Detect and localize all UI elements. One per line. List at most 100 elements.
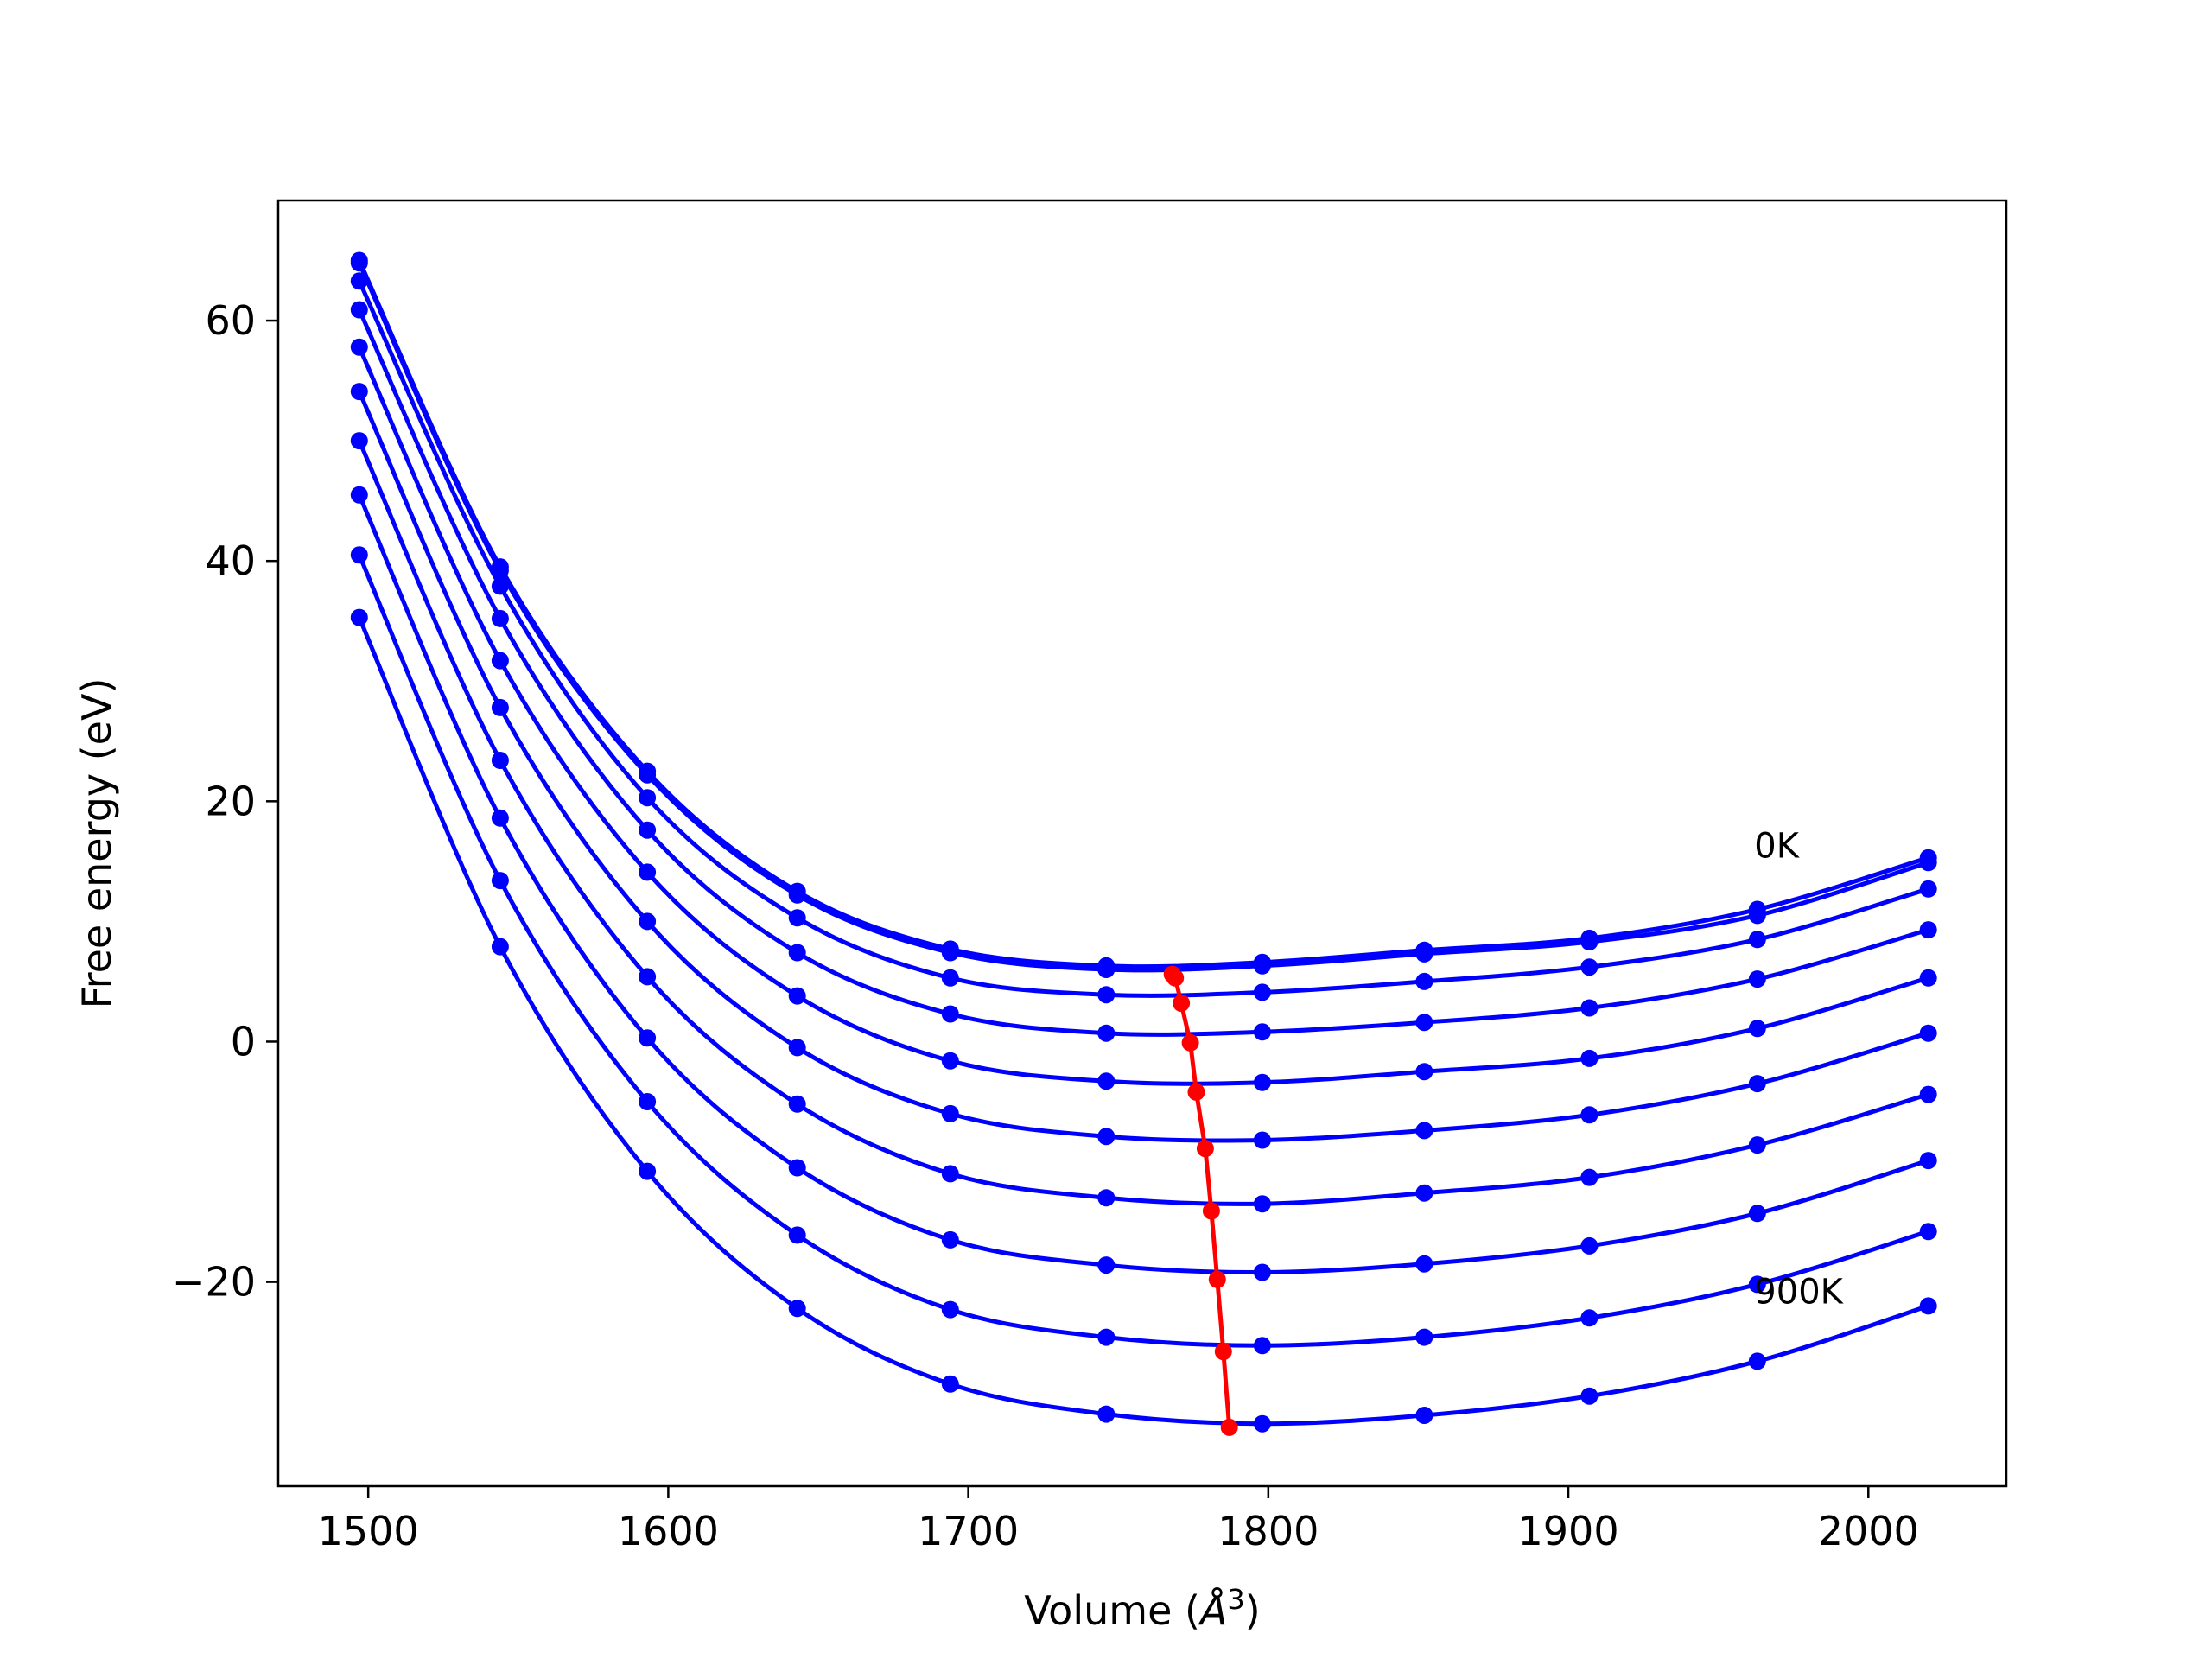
- fit-curve-100K: [357, 262, 1929, 973]
- data-point: [941, 944, 959, 962]
- data-point: [1748, 970, 1766, 988]
- annotation-0K: 0K: [1754, 827, 1800, 867]
- data-point: [1253, 1337, 1271, 1355]
- data-point: [1919, 854, 1937, 872]
- data-point: [1580, 958, 1599, 976]
- x-tick-label: 2000: [1818, 1508, 1919, 1554]
- minimum-point: [1173, 995, 1191, 1012]
- data-point: [1748, 1205, 1766, 1223]
- minimum-point: [1220, 1418, 1238, 1436]
- data-point: [941, 1052, 959, 1070]
- x-tick-label: 1700: [918, 1508, 1019, 1554]
- data-point: [1919, 1085, 1937, 1103]
- data-point: [491, 698, 509, 716]
- data-point: [1253, 957, 1271, 975]
- data-point: [491, 809, 509, 827]
- data-point: [350, 301, 368, 319]
- data-point: [1415, 1328, 1433, 1346]
- data-point: [941, 1300, 959, 1319]
- data-point: [941, 1104, 959, 1122]
- data-point: [639, 1029, 657, 1047]
- data-point: [941, 1230, 959, 1249]
- data-point: [639, 912, 657, 931]
- data-point: [639, 968, 657, 986]
- data-point: [1415, 1063, 1433, 1081]
- data-point: [1580, 1387, 1599, 1405]
- minimum-point: [1187, 1083, 1205, 1101]
- y-axis-ticks: −20 0 20 40 60: [172, 297, 278, 1306]
- data-point: [788, 1300, 806, 1318]
- y-tick-label: 20: [205, 778, 256, 824]
- minimum-point: [1208, 1270, 1226, 1288]
- minimum-point: [1181, 1033, 1199, 1052]
- data-point: [1580, 1168, 1599, 1186]
- data-point: [1748, 1352, 1766, 1370]
- x-tick-label: 1500: [318, 1508, 419, 1554]
- data-point: [1580, 933, 1599, 950]
- data-point: [639, 1162, 657, 1180]
- annotations: 0K 900K: [1754, 827, 1844, 1313]
- data-point: [1097, 961, 1116, 978]
- data-point: [1253, 983, 1271, 1001]
- data-point: [788, 987, 806, 1005]
- x-tick-label: 1800: [1217, 1508, 1319, 1554]
- data-point: [1580, 1049, 1599, 1067]
- y-tick-label: −20: [172, 1259, 256, 1306]
- minimum-point: [1214, 1343, 1232, 1361]
- data-point: [1097, 1072, 1116, 1090]
- data-point: [788, 1095, 806, 1113]
- fit-curve-800K: [357, 554, 1929, 1348]
- data-point: [491, 872, 509, 890]
- data-point: [788, 1226, 806, 1244]
- data-point: [1415, 1407, 1433, 1424]
- x-tick-label: 1900: [1518, 1508, 1619, 1554]
- data-point: [1919, 921, 1937, 939]
- data-point: [941, 1165, 959, 1183]
- data-point: [1415, 1122, 1433, 1140]
- data-point: [941, 969, 959, 987]
- data-point: [1253, 1023, 1271, 1041]
- data-point: [788, 886, 806, 904]
- data-point: [1415, 1014, 1433, 1032]
- data-point: [1748, 1275, 1766, 1294]
- data-point: [1253, 1073, 1271, 1091]
- fit-curve-900K: [357, 616, 1929, 1427]
- data-point: [788, 1159, 806, 1177]
- data-point: [1097, 1256, 1116, 1274]
- data-point: [491, 609, 509, 627]
- x-axis-label-text: Volume (: [1024, 1587, 1200, 1634]
- data-point: [1919, 1297, 1937, 1315]
- data-point: [1919, 969, 1937, 987]
- data-point: [639, 789, 657, 807]
- data-point: [491, 938, 509, 956]
- y-tick-label: 40: [205, 537, 256, 584]
- data-point: [1415, 944, 1433, 963]
- data-point: [491, 562, 509, 580]
- data-point: [1748, 931, 1766, 949]
- data-point: [350, 383, 368, 401]
- data-point: [1253, 1263, 1271, 1281]
- annotation-900K: 900K: [1754, 1273, 1844, 1313]
- fit-curve-700K: [357, 493, 1929, 1275]
- data-point: [941, 1005, 959, 1023]
- data-point: [1415, 1184, 1433, 1202]
- data-point: [350, 432, 368, 450]
- data-point: [1748, 906, 1766, 925]
- fit-curve-600K: [357, 440, 1929, 1206]
- data-point: [1253, 1131, 1271, 1149]
- fit-curve-400K: [357, 346, 1929, 1086]
- data-point: [1919, 1223, 1937, 1241]
- data-point: [1748, 1075, 1766, 1093]
- data-point: [1748, 1136, 1766, 1154]
- data-point: [350, 338, 368, 356]
- data-point: [1580, 999, 1599, 1017]
- data-point: [1415, 972, 1433, 990]
- data-point: [1919, 1152, 1937, 1170]
- fit-curve-200K: [357, 280, 1929, 998]
- data-point: [350, 546, 368, 564]
- data-point: [1253, 1195, 1271, 1213]
- x-axis-label-exponent: 3: [1227, 1583, 1244, 1616]
- plot-frame: [276, 199, 2008, 1488]
- x-axis-label: Volume (Å3): [1024, 1583, 1260, 1634]
